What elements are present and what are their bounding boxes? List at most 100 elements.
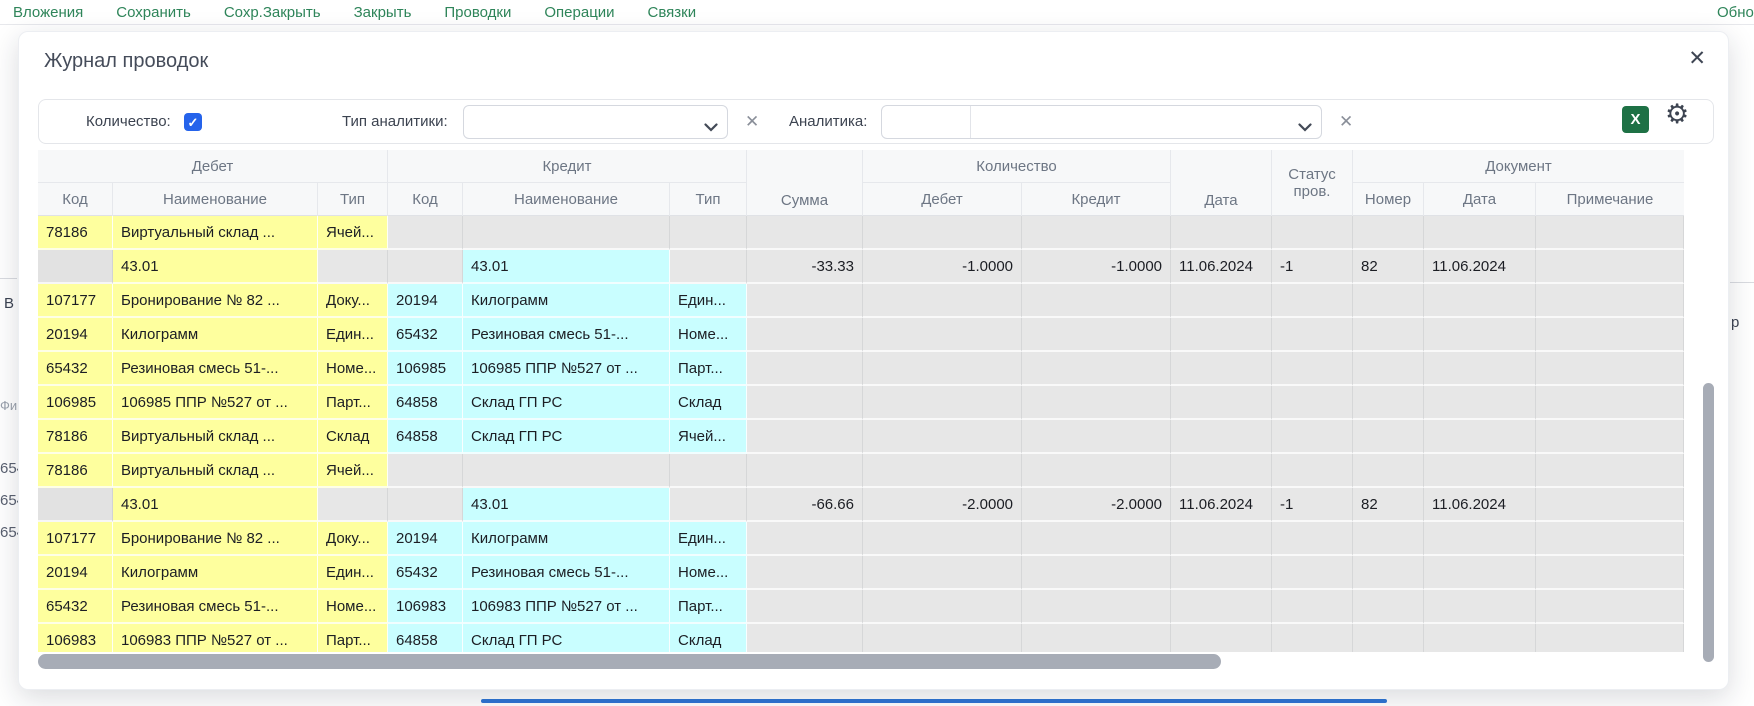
menu-item-save[interactable]: Сохранить	[116, 3, 191, 21]
cell-qd	[863, 624, 1022, 652]
gear-icon[interactable]: ⚙	[1665, 99, 1690, 129]
close-icon[interactable]: ✕	[1688, 47, 1706, 70]
cell-cn: Килограмм	[463, 284, 670, 318]
menu-item-close[interactable]: Закрыть	[353, 3, 412, 21]
cell-note	[1536, 420, 1684, 454]
cell-note	[1536, 352, 1684, 386]
menu-item-operations[interactable]: Операции	[544, 3, 615, 21]
cell-dk: 106983	[38, 624, 113, 652]
journal-detail-row[interactable]: 20194 Килограмм Един... 65432 Резиновая смес…	[38, 556, 1684, 590]
cell-status	[1272, 454, 1353, 488]
journal-detail-row[interactable]: 65432 Резиновая смесь 51-... Номе... 106983…	[38, 590, 1684, 624]
cell-note	[1536, 318, 1684, 352]
cell-ck: 65432	[388, 556, 463, 590]
header-debit-type: Тип	[318, 183, 388, 216]
cell-note	[1536, 250, 1684, 284]
cell-dk	[38, 250, 113, 284]
cell-sum: -33.33	[747, 250, 863, 284]
cell-dt: Доку...	[318, 284, 388, 318]
header-qty-credit: Кредит	[1022, 183, 1171, 216]
cell-dt: Парт...	[318, 624, 388, 652]
cell-dt: Парт...	[318, 386, 388, 420]
cell-qc	[1022, 454, 1171, 488]
menu-item-attachments[interactable]: Вложения	[13, 3, 84, 21]
cell-qd	[863, 386, 1022, 420]
menu-item-postings[interactable]: Проводки	[444, 3, 512, 21]
cell-ct: Номе...	[670, 556, 747, 590]
cell-dk: 20194	[38, 556, 113, 590]
table-body: 78186 Виртуальный склад ... Ячей... 43.01 43…	[38, 216, 1684, 652]
cell-note	[1536, 556, 1684, 590]
cell-dt: Един...	[318, 556, 388, 590]
cell-dk: 65432	[38, 590, 113, 624]
journal-summary-row[interactable]: 43.01 43.01 -33.33 -1.0000 -1.0000 11.06.2024…	[38, 250, 1684, 284]
cell-ddate	[1424, 216, 1536, 250]
journal-detail-row[interactable]: 78186 Виртуальный склад ... Ячей...	[38, 216, 1684, 250]
journal-detail-row[interactable]: 20194 Килограмм Един... 65432 Резиновая смес…	[38, 318, 1684, 352]
cell-date: 11.06.2024	[1171, 488, 1272, 522]
journal-detail-row[interactable]: 106983 106983 ППР №527 от ... Парт... 64858…	[38, 624, 1684, 652]
journal-detail-row[interactable]: 65432 Резиновая смесь 51-... Номе... 106985…	[38, 352, 1684, 386]
cell-dt: Склад	[318, 420, 388, 454]
cell-ct	[670, 250, 747, 284]
analytics-select[interactable]	[881, 105, 1322, 139]
cell-qd	[863, 284, 1022, 318]
header-debit-code: Код	[38, 183, 113, 216]
cell-cn	[463, 454, 670, 488]
journal-detail-row[interactable]: 107177 Бронирование № 82 ... Доку... 20194 К…	[38, 522, 1684, 556]
quantity-checkbox[interactable]: ✓	[184, 113, 202, 131]
cell-ct: Парт...	[670, 352, 747, 386]
menu-item-links[interactable]: Связки	[647, 3, 697, 21]
cell-ct: Един...	[670, 522, 747, 556]
cell-status: -1	[1272, 250, 1353, 284]
cell-ck	[388, 250, 463, 284]
journal-detail-row[interactable]: 106985 106985 ППР №527 от ... Парт... 64858…	[38, 386, 1684, 420]
horizontal-scrollbar[interactable]	[38, 654, 1221, 669]
cell-qc	[1022, 420, 1171, 454]
header-group-document: Документ	[1353, 150, 1684, 183]
cell-cn: Килограмм	[463, 522, 670, 556]
cell-ct: Номе...	[670, 318, 747, 352]
cell-cn: 43.01	[463, 250, 670, 284]
clear-analytics-type-icon[interactable]: ✕	[745, 112, 760, 131]
cell-sum	[747, 318, 863, 352]
cell-status	[1272, 590, 1353, 624]
analytics-type-select[interactable]	[463, 105, 728, 139]
cell-cn	[463, 216, 670, 250]
cell-ct	[670, 488, 747, 522]
journal-detail-row[interactable]: 107177 Бронирование № 82 ... Доку... 20194 К…	[38, 284, 1684, 318]
vertical-scrollbar[interactable]	[1703, 383, 1714, 662]
cell-ddate: 11.06.2024	[1424, 488, 1536, 522]
menu-item-save-close[interactable]: Сохр.Закрыть	[223, 3, 321, 21]
clear-analytics-icon[interactable]: ✕	[1339, 112, 1354, 131]
journal-summary-row[interactable]: 43.01 43.01 -66.66 -2.0000 -2.0000 11.06.2024…	[38, 488, 1684, 522]
journal-detail-row[interactable]: 78186 Виртуальный склад ... Склад 64858 Скла…	[38, 420, 1684, 454]
cell-cn: 43.01	[463, 488, 670, 522]
cell-cn: Склад ГП РС	[463, 624, 670, 652]
cell-qd	[863, 216, 1022, 250]
cell-status	[1272, 386, 1353, 420]
menu-item-refresh-clipped[interactable]: Обно	[1717, 4, 1754, 21]
cell-note	[1536, 488, 1684, 522]
cell-num	[1353, 624, 1424, 652]
cell-dt: Ячей...	[318, 216, 388, 250]
journal-modal: Журнал проводок ✕ Количество: ✓ Тип анал…	[18, 31, 1729, 690]
quantity-label: Количество:	[86, 113, 171, 130]
cell-qc	[1022, 590, 1171, 624]
cell-dn: Бронирование № 82 ...	[113, 522, 318, 556]
cell-dn: Виртуальный склад ...	[113, 454, 318, 488]
cell-dk: 78186	[38, 216, 113, 250]
cell-status	[1272, 624, 1353, 652]
journal-detail-row[interactable]: 78186 Виртуальный склад ... Ячей...	[38, 454, 1684, 488]
cell-ct: Склад	[670, 624, 747, 652]
cell-dn: Виртуальный склад ...	[113, 420, 318, 454]
export-excel-button[interactable]: X	[1622, 106, 1649, 133]
header-sum: Сумма	[747, 150, 863, 216]
cell-dt: Ячей...	[318, 454, 388, 488]
cell-ck	[388, 454, 463, 488]
cell-cn: 106983 ППР №527 от ...	[463, 590, 670, 624]
cell-dk: 107177	[38, 522, 113, 556]
cell-num	[1353, 352, 1424, 386]
cell-num	[1353, 522, 1424, 556]
chevron-down-icon	[704, 119, 718, 137]
